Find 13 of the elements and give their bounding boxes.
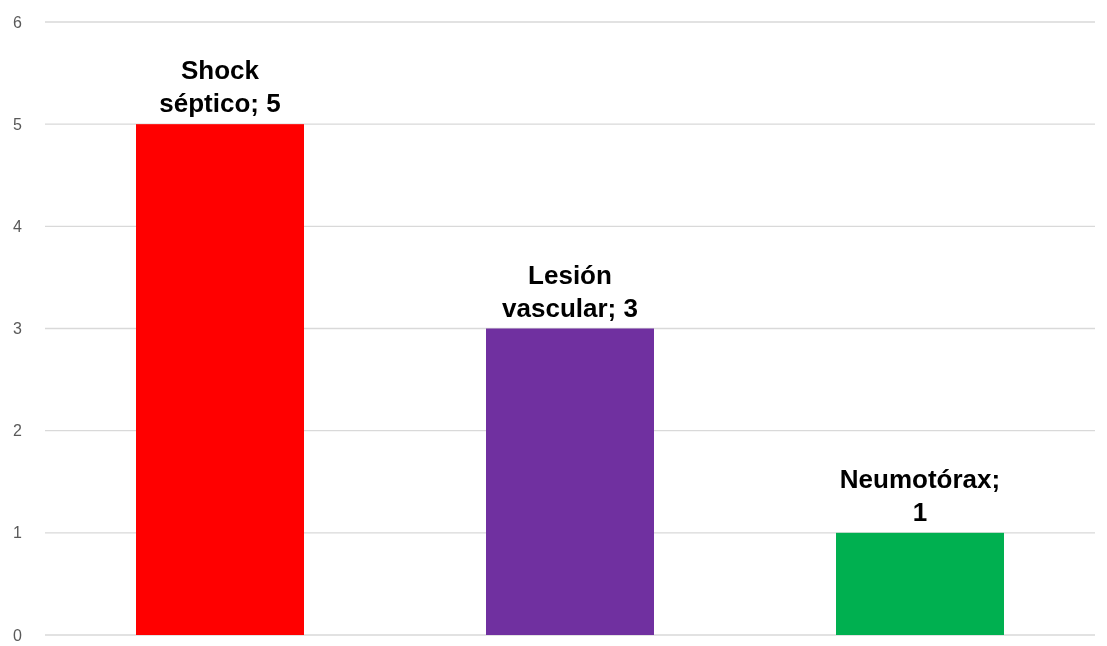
y-tick-label: 0 — [13, 626, 23, 644]
bar — [136, 124, 304, 635]
bar — [486, 328, 654, 635]
data-label: Lesión vascular; 3 — [502, 259, 638, 323]
y-tick-label: 2 — [13, 422, 23, 440]
data-label: Shock séptico; 5 — [159, 55, 281, 119]
y-tick-label: 4 — [13, 217, 23, 235]
bar — [836, 532, 1004, 635]
y-tick-label: 6 — [13, 13, 23, 31]
y-tick-label: 5 — [13, 115, 23, 133]
y-tick-label: 3 — [13, 320, 23, 338]
y-tick-label: 1 — [13, 524, 23, 542]
data-label: Neumotórax; 1 — [839, 463, 1001, 527]
